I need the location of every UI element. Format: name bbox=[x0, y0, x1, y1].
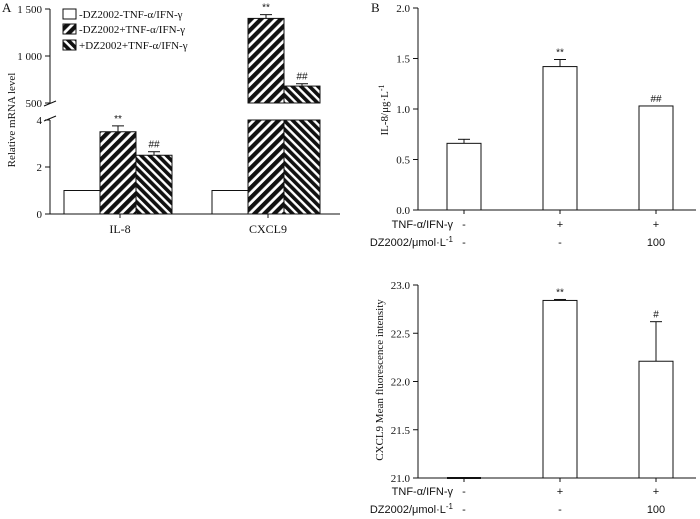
panel-b-tick-label-0: 0.0 bbox=[396, 205, 410, 217]
legend-swatch-control bbox=[62, 8, 77, 20]
panel-a-legend: -DZ2002-TNF-α/IFN-γ -DZ2002+TNF-α/IFN-γ … bbox=[62, 8, 188, 52]
panel-b-row-label-1: TNF-α/IFN-γ bbox=[392, 219, 454, 231]
bar-cxcl9-series-3 bbox=[283, 85, 321, 104]
panel-c-row-1-cell-3: + bbox=[653, 486, 659, 498]
panel-b-tick-label-3: 1.5 bbox=[396, 54, 410, 66]
bar-cxcl9-series-3-error bbox=[296, 83, 308, 87]
panel-b-ylabel: IL-8/μg·L-1 bbox=[377, 84, 391, 135]
panel-c-row-2-cell-2: - bbox=[558, 504, 562, 516]
bar-cxcl9-series-2-lower bbox=[247, 119, 285, 215]
panel-c-row-2-cell-3: 100 bbox=[647, 504, 665, 516]
panel-b-bar-2-significance: ** bbox=[556, 48, 564, 59]
legend-label-control: -DZ2002-TNF-α/IFN-γ bbox=[79, 9, 183, 21]
panel-b-il8: B IL-8/μg·L-1 0.0 0.5 1.0 1.5 2.0 ** ## TNF-α… bbox=[370, 0, 696, 249]
panel-c-tick-label-0: 21.0 bbox=[391, 473, 411, 485]
panel-b-row-1-cell-2: + bbox=[557, 219, 563, 231]
panel-b-row-2-cell-3: 100 bbox=[647, 237, 665, 249]
panel-b-row-1-cell-3: + bbox=[653, 219, 659, 231]
panel-c-bar-2-significance: ** bbox=[556, 287, 564, 298]
panel-b-tick-label-2: 1.0 bbox=[396, 104, 410, 116]
panel-c-tick-label-1: 21.5 bbox=[391, 425, 411, 437]
panel-c-row-1-cell-1: - bbox=[462, 486, 466, 498]
panel-a-letter: A bbox=[2, 0, 12, 15]
panel-c-row-1-cell-2: + bbox=[557, 486, 563, 498]
panel-c-tick-label-3: 22.5 bbox=[391, 328, 411, 340]
bar-il8-series-3-significance: ## bbox=[148, 140, 160, 151]
panel-c-condition-rows: TNF-α/IFN-γ - + +DZ2002/μmol·L-1- -100 bbox=[370, 486, 665, 516]
panel-b-letter: B bbox=[371, 0, 380, 15]
panel-c-row-label-2: DZ2002/μmol·L-1 bbox=[370, 502, 454, 516]
panel-b-bars: ** ## bbox=[446, 48, 674, 211]
bar-cxcl9-series-3-lower bbox=[283, 119, 321, 215]
panel-c-ylabel: CXCL9 Mean fluorescence intensity bbox=[374, 299, 386, 461]
panel-c-row-2-cell-1: - bbox=[462, 504, 466, 516]
panel-a-tick-upper-1500: 1 500 bbox=[17, 4, 42, 16]
panel-b-tick-label-4: 2.0 bbox=[396, 3, 410, 15]
legend-swatch-tnf bbox=[62, 23, 77, 35]
panel-b-bar-3 bbox=[638, 105, 674, 211]
bar-cxcl9-series-2-error bbox=[260, 14, 272, 19]
panel-b-row-label-2: DZ2002/μmol·L-1 bbox=[370, 235, 454, 249]
bar-cxcl9-series-2-significance: ** bbox=[262, 3, 270, 14]
legend-label-dz2002: +DZ2002+TNF-α/IFN-γ bbox=[79, 40, 188, 52]
bar-cxcl9-series-1 bbox=[211, 190, 249, 215]
panel-b-tick-label-1: 0.5 bbox=[396, 155, 410, 167]
panel-b-bar-1 bbox=[446, 142, 482, 211]
panel-b-row-2-cell-1: - bbox=[462, 237, 466, 249]
panel-a-tick-lower-4: 4 bbox=[37, 115, 43, 127]
panel-c-bar-3 bbox=[638, 360, 674, 479]
legend-label-tnf: -DZ2002+TNF-α/IFN-γ bbox=[79, 24, 185, 36]
panel-b-bar-3-significance: ## bbox=[650, 94, 662, 105]
panel-b-bar-1-error bbox=[458, 138, 470, 144]
panel-a-ylabel: Relative mRNA level bbox=[6, 73, 18, 168]
panel-c-bar-3-significance: # bbox=[653, 310, 659, 321]
panel-c-bars: ** # bbox=[447, 287, 674, 479]
panel-c-bar-2-error bbox=[554, 298, 566, 301]
panel-a: A Relative mRNA level 1 500 1 000 500 4 … bbox=[2, 0, 340, 236]
panel-a-tick-upper-1000: 1 000 bbox=[17, 51, 42, 63]
panel-c-row-label-1: TNF-α/IFN-γ bbox=[392, 486, 454, 498]
panel-a-tick-lower-0: 0 bbox=[37, 209, 43, 221]
bar-cxcl9-series-2 bbox=[247, 17, 285, 104]
bar-il8-series-3 bbox=[135, 154, 173, 215]
panel-b-bar-2 bbox=[542, 66, 578, 211]
bar-il8-series-2-significance: ** bbox=[114, 114, 122, 125]
panel-c-cxcl9: CXCL9 Mean fluorescence intensity 21.0 21… bbox=[370, 280, 696, 516]
bar-il8-series-2-error bbox=[112, 125, 124, 132]
panel-b-row-2-cell-2: - bbox=[558, 237, 562, 249]
panel-c-bar-2 bbox=[542, 299, 578, 479]
panel-a-category-il8: IL-8 bbox=[109, 222, 130, 236]
panel-c-tick-label-2: 22.0 bbox=[391, 377, 411, 389]
panel-a-category-cxcl9: CXCL9 bbox=[249, 222, 287, 236]
bar-il8-series-3-error bbox=[148, 151, 160, 156]
panel-b-row-1-cell-1: - bbox=[462, 219, 466, 231]
bar-cxcl9-series-3-significance: ## bbox=[296, 72, 308, 83]
panel-b-bar-2-error bbox=[554, 59, 566, 67]
legend-swatch-dz2002 bbox=[62, 39, 77, 51]
panel-b-condition-rows: TNF-α/IFN-γ - + +DZ2002/μmol·L-1- -100 bbox=[370, 219, 665, 249]
panel-a-tick-upper-500: 500 bbox=[26, 98, 43, 110]
panel-c-bar-3-error bbox=[650, 321, 662, 362]
panel-a-tick-lower-2: 2 bbox=[37, 162, 43, 174]
panel-a-bars: ** ## ** ## bbox=[63, 3, 321, 215]
panel-c-tick-label-4: 23.0 bbox=[391, 280, 411, 292]
bar-il8-series-1 bbox=[63, 190, 101, 215]
bar-il8-series-2 bbox=[99, 131, 137, 215]
